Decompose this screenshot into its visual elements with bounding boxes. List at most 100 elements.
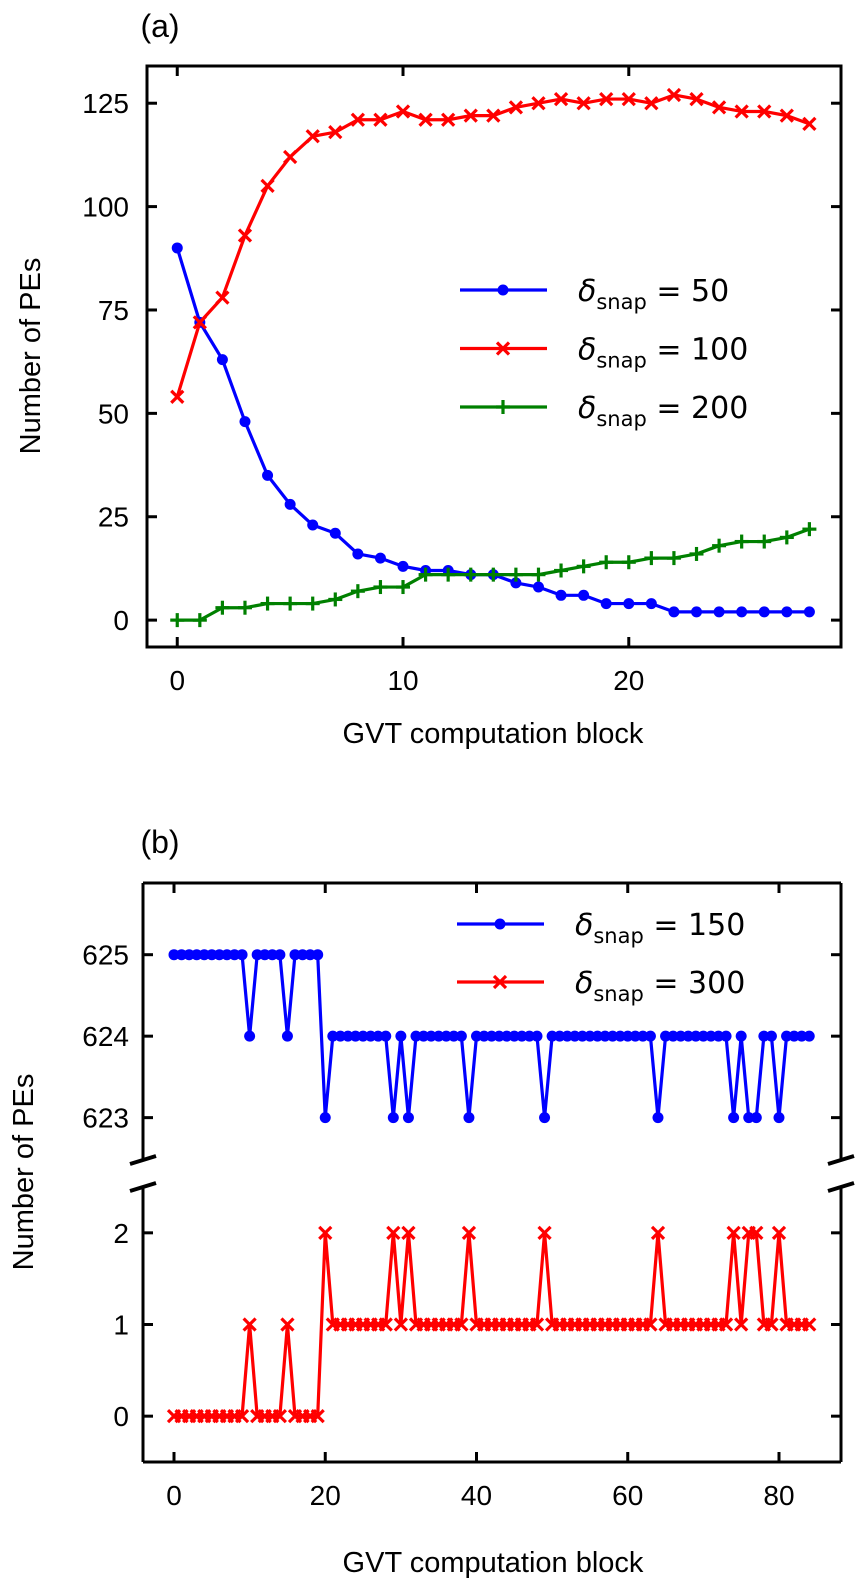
panel-b-series-0-point — [478, 1030, 490, 1042]
panel-a-series-1-point-stroke — [237, 228, 253, 243]
panel-a-series-2-point — [508, 567, 523, 582]
panel-b-series-1-point — [393, 1317, 409, 1332]
panel-b-series-1-point-stroke — [529, 1317, 545, 1332]
panel-a-label: (a) — [140, 8, 179, 44]
panel-b-series-1-point — [378, 1317, 393, 1332]
panel-a-series-1-point — [192, 315, 207, 330]
panel-b-series-0-point — [765, 1030, 777, 1042]
panel-a-series-2-point — [396, 580, 411, 595]
panel-a-series-0-point — [352, 548, 364, 560]
panel-a-series-1-point — [599, 91, 614, 107]
panel-a-series-1-point — [373, 112, 388, 127]
panel-a-ytick-label: 75 — [98, 295, 129, 326]
panel-a-series-2-point — [373, 580, 388, 595]
panel-b-series-1-point — [318, 1225, 333, 1240]
panel-a-series-0-point — [736, 606, 748, 618]
panel-b-series-1-point — [802, 1317, 817, 1332]
panel-a-legend-entry-0: δsnap = 50 — [460, 274, 729, 314]
panel-b-series-1-point — [726, 1225, 741, 1240]
panel-b-series-0-point — [236, 949, 248, 961]
panel-b-series-0-point — [410, 1030, 422, 1042]
panel-b-series-0-point — [705, 1030, 717, 1042]
panel-a-series-2-point — [305, 596, 320, 611]
panel-b-legend-entry-0: δsnap = 150 — [457, 908, 745, 948]
panel-b-series-1-point — [718, 1317, 734, 1332]
panel-b-series-1-point — [771, 1225, 787, 1240]
panel-b-upper-ytick-label: 623 — [82, 1103, 129, 1134]
panel-b-series-0-point — [607, 1030, 619, 1042]
panel-a-series-1-point-stroke — [711, 100, 727, 115]
panel-b-series-1 — [166, 1225, 817, 1424]
panel-b-series-0-point — [213, 949, 225, 961]
panel-b-series-1-point-stroke — [234, 1409, 250, 1424]
panel-b-series-0-point — [516, 1030, 528, 1042]
panel-b-series-1-point-stroke — [802, 1317, 817, 1332]
panel-a-legend-entry-1: δsnap = 100 — [460, 333, 748, 373]
panel-a-series-0-point — [645, 598, 657, 610]
panel-b-series-0-point — [735, 1030, 747, 1042]
panel-a-series-1-point — [170, 389, 185, 404]
panel-a-series-2-point — [350, 584, 365, 599]
panel-a-ytick-label: 50 — [98, 398, 129, 429]
panel-b-series-0-point — [531, 1030, 543, 1042]
panel-a-series-2-point — [192, 613, 207, 628]
panel-a-series-0-point — [803, 606, 815, 618]
panel-b-series-0-point — [554, 1030, 566, 1042]
panel-a-series-1-point-stroke — [328, 125, 343, 140]
panel-b-series-1-point — [386, 1225, 401, 1240]
panel-b-series-1-point-stroke — [734, 1317, 749, 1332]
panel-b-series-0-point — [312, 949, 324, 961]
panel-b-series-0-point — [455, 1030, 467, 1042]
panel-a-series-0-point — [216, 354, 228, 366]
panel-a-series-2-point — [237, 600, 252, 615]
panel-a-ylabel: Number of PEs — [15, 258, 47, 455]
panel-b-series-0-point — [350, 1030, 362, 1042]
panel-a-series-0-point — [397, 560, 409, 572]
panel-a-series-1-point — [395, 104, 411, 119]
panel-a-series-0-point — [307, 519, 319, 531]
panel-a-series-1-point — [576, 96, 591, 111]
panel-a-series-2-point — [802, 522, 817, 537]
panel-a-series-0-point — [758, 606, 770, 618]
panel-b-series-0-point — [576, 1030, 588, 1042]
panel-a-legend-entry-2-label: δsnap = 200 — [578, 391, 748, 431]
panel-b-series-0-point — [357, 1030, 369, 1042]
panel-a-series-1-point — [283, 149, 298, 165]
panel-b-series-0-point — [720, 1030, 732, 1042]
panel-b-series-0-point — [486, 1030, 498, 1042]
panel-b-series-0-point — [221, 949, 233, 961]
panel-b-series-0-point — [266, 949, 278, 961]
panel-a-series-2-point — [463, 567, 478, 582]
panel-a-legend-entry-1-marker-stroke — [495, 341, 511, 356]
panel-b-series-0-point — [289, 949, 301, 961]
axis-break-mark — [827, 1154, 855, 1166]
panel-b-series-1-point — [454, 1317, 469, 1332]
panel-a-series-0-point — [578, 589, 590, 601]
panel-b-series-1-point-stroke — [393, 1317, 409, 1332]
panel-b-series-0-point — [501, 1030, 513, 1042]
panel-b-legend-entry-0-label: δsnap = 150 — [575, 908, 745, 948]
panel-a-ytick-label: 125 — [82, 88, 129, 119]
panel-b-series-1-point-stroke — [749, 1225, 764, 1240]
panel-b-series-0-point — [569, 1030, 581, 1042]
panel-a-series-2-point — [599, 555, 614, 570]
panel-a-series-2-point — [441, 567, 456, 582]
panel-b-series-0-point — [539, 1112, 551, 1124]
panel-b-series-0-point — [387, 1112, 399, 1124]
panel-a-series-1-point-stroke — [260, 178, 275, 194]
panel-b-series-0-point — [251, 949, 263, 961]
panel-b-series-0 — [168, 949, 815, 1124]
panel-b-series-0-point — [781, 1030, 793, 1042]
panel-a-series-2-point — [215, 600, 230, 615]
panel-b-series-0-point — [682, 1030, 694, 1042]
panel-a-series-2-point — [260, 596, 275, 611]
panel-b-series-0-point — [259, 949, 271, 961]
panel-a-series-1-point-stroke — [689, 91, 704, 107]
panel-a-xtick-label: 0 — [169, 665, 185, 696]
panel-a-series-1-point — [418, 112, 433, 127]
panel-a-series-0-point — [284, 498, 296, 510]
panel-b-series-0-point — [380, 1030, 392, 1042]
panel-a-series-1-point-stroke — [373, 112, 388, 127]
panel-b-series-1-point — [643, 1317, 658, 1332]
panel-a-series-1-point-stroke — [802, 116, 817, 132]
